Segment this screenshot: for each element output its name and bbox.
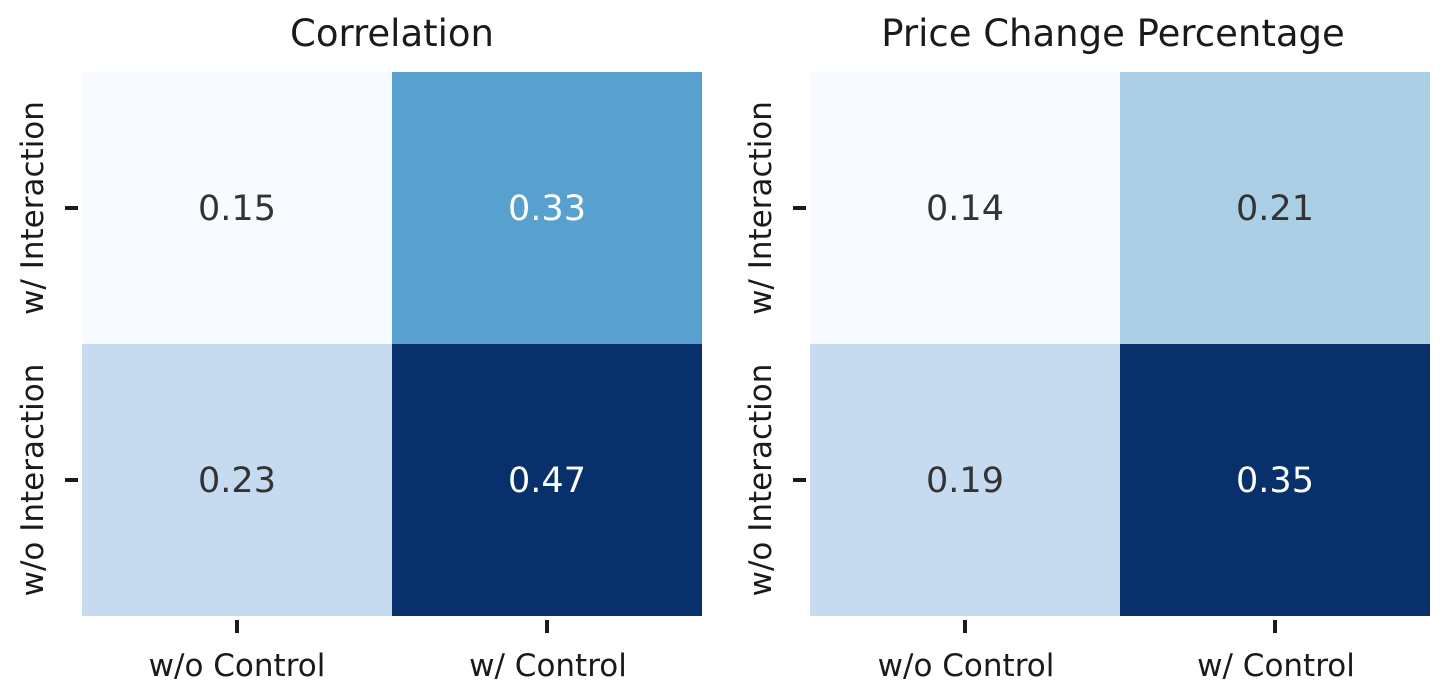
y-tick-label-1: w/o Interaction	[743, 364, 779, 597]
heatmap-panel-correlation: Correlation 0.15 0.33 0.23 0.47 w/o Control…	[15, 12, 702, 684]
cell-value-label: 0.35	[1236, 461, 1314, 501]
heatmap-cell-r0-c1	[392, 72, 702, 344]
heatmap-cells	[82, 72, 702, 616]
x-tick-label-0: w/o Control	[878, 648, 1055, 684]
axis-ticks	[793, 206, 1277, 633]
y-tick-label-0: w/ Interaction	[15, 101, 51, 315]
chart-title: Price Change Percentage	[881, 12, 1345, 55]
x-tick-label-1: w/ Control	[1197, 648, 1355, 684]
heatmap-cell-r1-c0	[82, 344, 392, 616]
heatmap-cell-r0-c1	[1120, 72, 1430, 344]
cell-value-label: 0.33	[508, 189, 586, 229]
axis-ticks	[65, 206, 549, 633]
x-tick-label-1: w/ Control	[469, 648, 627, 684]
cell-labels: 0.15 0.33 0.23 0.47	[198, 189, 586, 501]
heatmap-cell-r1-c1	[392, 344, 702, 616]
heatmap-cell-r1-c0	[810, 344, 1120, 616]
cell-value-label: 0.15	[198, 189, 276, 229]
heatmap-cell-r1-c1	[1120, 344, 1430, 616]
heatmap-cell-r0-c0	[810, 72, 1120, 344]
cell-value-label: 0.14	[926, 189, 1004, 229]
cell-value-label: 0.21	[1236, 189, 1314, 229]
x-tick-label-0: w/o Control	[149, 648, 326, 684]
cell-value-label: 0.19	[926, 461, 1004, 501]
heatmap-panel-price-change: Price Change Percentage 0.14 0.21 0.19 0.35…	[743, 12, 1430, 684]
cell-value-label: 0.23	[198, 461, 276, 501]
heatmap-cell-r0-c0	[82, 72, 392, 344]
y-tick-label-1: w/o Interaction	[15, 364, 51, 597]
cell-labels: 0.14 0.21 0.19 0.35	[926, 189, 1314, 501]
cell-value-label: 0.47	[508, 461, 586, 501]
y-tick-label-0: w/ Interaction	[743, 101, 779, 315]
heatmap-cells	[810, 72, 1430, 616]
chart-title: Correlation	[290, 12, 494, 55]
